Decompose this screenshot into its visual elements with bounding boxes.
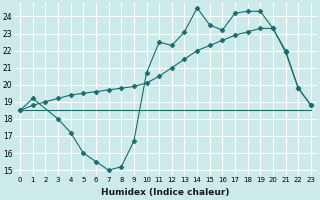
X-axis label: Humidex (Indice chaleur): Humidex (Indice chaleur) [101,188,230,197]
